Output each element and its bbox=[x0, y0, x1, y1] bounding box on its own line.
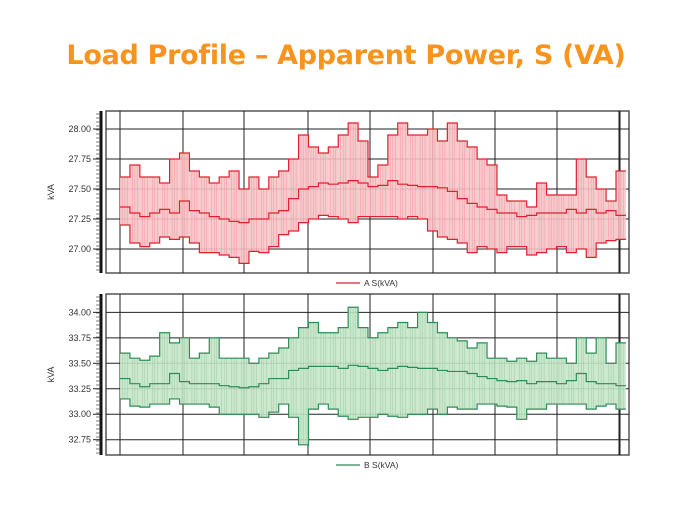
series-max-line bbox=[120, 306, 626, 364]
y-axis-label: kVA bbox=[46, 367, 56, 383]
y-tick-label: 27.25 bbox=[68, 214, 91, 224]
y-tick-label: 33.25 bbox=[68, 384, 91, 394]
series-min-line bbox=[120, 214, 626, 264]
y-tick-label: 33.50 bbox=[68, 358, 91, 368]
series-max-line bbox=[120, 122, 626, 208]
y-tick-label: 33.00 bbox=[68, 409, 91, 419]
legend-label: B S(kVA) bbox=[364, 460, 398, 470]
y-tick-label: 33.75 bbox=[68, 333, 91, 343]
y-tick-label: 32.75 bbox=[68, 435, 91, 445]
chart-panel-b: 34.00 33.75 33.50 33.25 33.00 32.75 kVA B S(kVA… bbox=[46, 293, 630, 470]
series-avg-line bbox=[120, 180, 626, 224]
chart-panel-a: 28.00 27.75 27.50 27.25 27.00 kVA A S(kVA) bbox=[46, 110, 630, 288]
page-title: Load Profile – Apparent Power, S (VA) bbox=[66, 40, 626, 71]
legend-label: A S(kVA) bbox=[364, 278, 398, 288]
y-tick-label: 28.00 bbox=[68, 124, 91, 134]
y-tick-label: 27.75 bbox=[68, 154, 91, 164]
series-min-line bbox=[120, 398, 626, 446]
y-tick-label: 27.50 bbox=[68, 184, 91, 194]
y-tick-label: 34.00 bbox=[68, 307, 91, 317]
y-axis-label: kVA bbox=[46, 184, 56, 200]
y-tick-label: 27.00 bbox=[68, 244, 91, 254]
series-avg-line bbox=[120, 364, 626, 389]
